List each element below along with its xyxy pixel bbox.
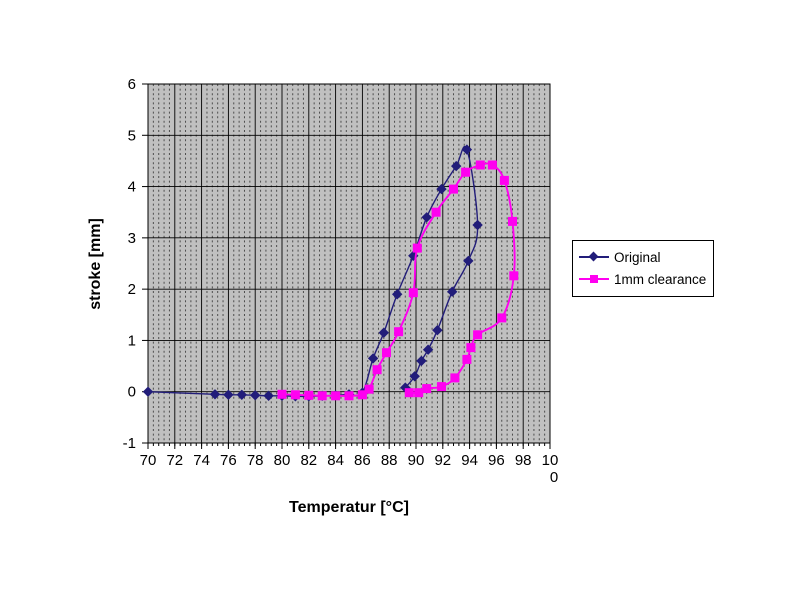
y-tick-label: 0 [128,384,136,401]
square-marker [497,313,507,323]
diamond-marker [432,324,443,336]
legend-box: Original 1mm clearance [572,240,714,297]
y-tick-label: 2 [128,281,136,298]
diamond-marker [461,144,473,155]
square-marker [404,388,414,398]
y-tick-label: 3 [128,230,136,247]
diamond-marker [378,327,390,338]
y-tick-label: 5 [128,127,136,144]
square-marker [344,391,354,401]
square-marker [509,271,519,281]
y-axis-title: stroke [mm] [87,218,104,310]
square-marker [290,390,300,400]
diamond-marker [421,212,432,223]
series-clearance [277,160,519,401]
square-marker [357,390,367,400]
x-tick-label: 72 [166,452,183,469]
y-tick-label: 4 [128,179,136,196]
x-tick-label: 88 [381,452,398,469]
diamond-marker [409,371,420,382]
x-tick-labels: 70 72 74 76 78 80 82 84 86 88 90 92 94 96 98 10 0 [140,452,559,486]
axis-ticks [142,83,551,449]
major-gridlines [147,84,551,443]
diamond-marker [223,389,234,401]
y-tick-labels: 6 5 4 3 2 1 0 -1 [123,76,136,452]
square-marker [461,167,471,177]
diamond-marker [446,286,458,297]
square-marker [450,373,460,383]
square-marker [412,243,422,253]
diamond-marker [367,353,379,364]
x-tick-label: 74 [193,452,210,469]
diamond-marker [236,389,248,401]
y-tick-label: -1 [123,435,136,452]
legend-marker-original [579,251,609,263]
y-tick-label: 1 [128,332,136,349]
legend-label-original: Original [614,249,661,265]
x-tick-label: 94 [461,452,478,469]
legend-item-original: Original [579,246,707,268]
diamond-marker [450,160,462,172]
square-marker [499,175,509,185]
square-marker [408,288,418,298]
legend-marker-clearance [579,273,609,285]
square-marker [394,327,404,337]
x-tick-label: 84 [327,452,344,469]
x-tick-label: 80 [274,452,291,469]
square-marker [422,384,432,394]
square-marker [437,382,446,392]
x-tick-label: 96 [488,452,505,469]
square-marker [414,388,424,398]
diamond-marker [209,389,221,400]
plot-frame [147,83,551,444]
x-tick-label: 92 [434,452,451,469]
diamond-marker [422,344,434,355]
square-marker [364,384,374,394]
square-marker [304,390,314,400]
y-tick-label: 6 [128,76,136,93]
x-tick-label: 70 [140,452,157,469]
x-axis-title: Temperatur [°C] [289,499,409,516]
square-marker [475,160,485,170]
square-marker [466,343,476,353]
diamond-marker [249,390,261,401]
square-marker [473,330,483,340]
square-marker [331,391,341,401]
square-marker [508,216,517,226]
diamond-marker [416,355,427,367]
x-tick-label: 10 0 [542,452,559,486]
square-marker [449,184,458,194]
diamond-marker [391,289,403,300]
square-marker-icon [590,275,598,283]
square-marker [277,389,287,399]
diamond-marker [472,219,483,231]
x-tick-label: 78 [247,452,264,469]
x-tick-label: 86 [354,452,371,469]
square-marker [317,391,327,401]
x-tick-label: 98 [515,452,532,469]
diamond-marker-icon [588,251,599,262]
legend-item-clearance: 1mm clearance [579,268,707,290]
x-tick-label: 90 [408,452,425,469]
plot-area-background [148,84,550,443]
legend-label-clearance: 1mm clearance [614,271,707,287]
diamond-marker [263,390,274,402]
series-markers [277,160,519,401]
x-tick-label: 82 [300,452,317,469]
x-tick-label: 76 [220,452,237,469]
square-marker [487,160,497,170]
square-marker [372,365,382,375]
square-marker [431,207,441,217]
diamond-marker [436,183,447,195]
diamond-marker [142,386,154,397]
square-marker [462,354,472,364]
diamond-marker [463,255,474,267]
square-marker [382,348,391,358]
